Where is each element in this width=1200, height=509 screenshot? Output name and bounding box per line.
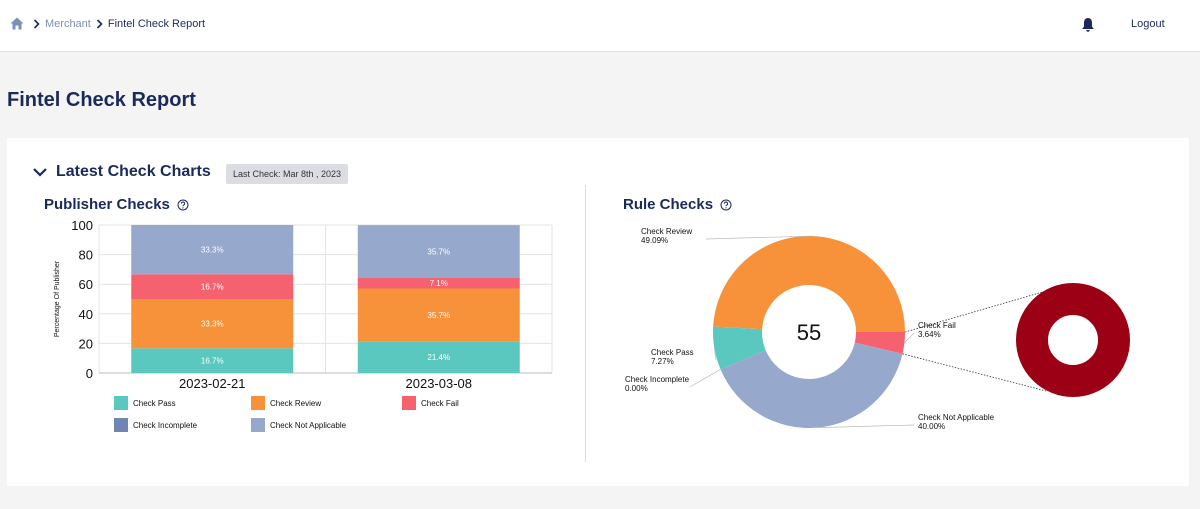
- x-tick-label: 2023-02-21: [179, 376, 246, 391]
- legend-swatch: [402, 396, 416, 410]
- x-tick-label: 2023-03-08: [406, 376, 473, 391]
- data-label: 7.1%: [430, 279, 448, 288]
- legend-label: Check Pass: [133, 399, 176, 408]
- section-title: Latest Check Charts: [56, 163, 211, 180]
- section-header[interactable]: Latest Check Charts: [32, 163, 211, 181]
- y-tick-label: 20: [79, 336, 93, 351]
- slice-value: 7.27%: [651, 357, 674, 366]
- pie-slice: [720, 342, 903, 428]
- y-tick-label: 40: [79, 307, 93, 322]
- legend-label: Check Fail: [421, 399, 459, 408]
- breadcrumb: Merchant Fintel Check Report: [10, 17, 205, 30]
- bar-segment: [131, 225, 294, 275]
- y-axis-label: Percentage Of Publisher: [54, 260, 61, 337]
- legend-label: Check Not Applicable: [270, 421, 347, 430]
- legend-label: Check Review: [270, 399, 321, 408]
- slice-label: Check Fail: [918, 321, 956, 330]
- data-label: 33.3%: [201, 246, 224, 255]
- publisher-checks-label: Publisher Checks: [44, 196, 170, 213]
- slice-label: Check Incomplete: [625, 375, 690, 384]
- slice-label: Check Review: [641, 227, 692, 236]
- slice-label: Check Pass: [651, 348, 694, 357]
- legend-swatch: [114, 396, 128, 410]
- bell-icon[interactable]: [1081, 17, 1095, 33]
- leader-line: [714, 348, 717, 361]
- slice-value: 40.00%: [918, 422, 945, 431]
- y-tick-label: 0: [86, 366, 93, 381]
- chart-divider: [585, 185, 586, 462]
- last-check-badge: Last Check: Mar 8th , 2023: [226, 164, 349, 184]
- bar-segment: [357, 277, 520, 289]
- bar-segment: [357, 341, 520, 373]
- y-tick-label: 80: [79, 248, 93, 263]
- publisher-checks-title: Publisher Checks: [44, 196, 189, 213]
- bar-segment: [357, 225, 520, 278]
- slice-value: 3.64%: [918, 330, 941, 339]
- data-label: 16.7%: [201, 357, 224, 366]
- exploded-slice-ring: [1016, 283, 1130, 397]
- rule-checks-label: Rule Checks: [623, 196, 714, 213]
- donut-center-value: 55: [797, 320, 821, 345]
- zoom-connector: [904, 290, 1047, 333]
- legend-swatch: [114, 418, 128, 432]
- bar-segment: [357, 288, 520, 342]
- slice-label: Check Not Applicable: [918, 413, 995, 422]
- home-icon[interactable]: [10, 17, 24, 30]
- help-icon[interactable]: [177, 199, 189, 211]
- data-label: 16.7%: [201, 283, 224, 292]
- leader-line: [705, 235, 812, 240]
- help-icon[interactable]: [720, 199, 732, 211]
- zoom-connector: [902, 353, 1047, 392]
- slice-value: 49.09%: [641, 236, 668, 245]
- legend-swatch: [251, 418, 265, 432]
- pie-slice: [854, 332, 905, 354]
- leader-line: [904, 332, 915, 344]
- publisher-checks-chart: 0 20 40 60 80 100 Percentage Of Publisher 16.7%…: [54, 218, 553, 432]
- logout-button[interactable]: Logout: [1131, 18, 1165, 30]
- bar-segment: [131, 348, 294, 373]
- rule-checks-title: Rule Checks: [623, 196, 732, 213]
- bar-segment: [131, 299, 294, 349]
- data-label: 35.7%: [427, 248, 450, 257]
- leader-line: [689, 369, 721, 388]
- chevron-down-icon[interactable]: [32, 166, 48, 178]
- pie-slice: [713, 235, 905, 333]
- data-label: 21.4%: [427, 353, 450, 362]
- breadcrumb-link-merchant[interactable]: Merchant: [45, 17, 91, 30]
- breadcrumb-current: Fintel Check Report: [107, 17, 206, 30]
- bar-segment: [131, 274, 294, 299]
- y-tick-label: 60: [79, 277, 93, 292]
- slice-value: 0.00%: [625, 384, 648, 393]
- page-title: Fintel Check Report: [7, 89, 196, 111]
- leader-line: [817, 424, 915, 429]
- legend-swatch: [251, 396, 265, 410]
- data-label: 33.3%: [201, 320, 224, 329]
- data-label: 35.7%: [427, 311, 450, 320]
- pie-slice: [713, 326, 766, 370]
- legend-label: Check Incomplete: [133, 421, 198, 430]
- chevron-right-icon: [96, 18, 103, 29]
- y-tick-label: 100: [71, 218, 93, 233]
- top-bar: Merchant Fintel Check Report Logout: [0, 0, 1200, 52]
- chevron-right-icon: [33, 18, 40, 29]
